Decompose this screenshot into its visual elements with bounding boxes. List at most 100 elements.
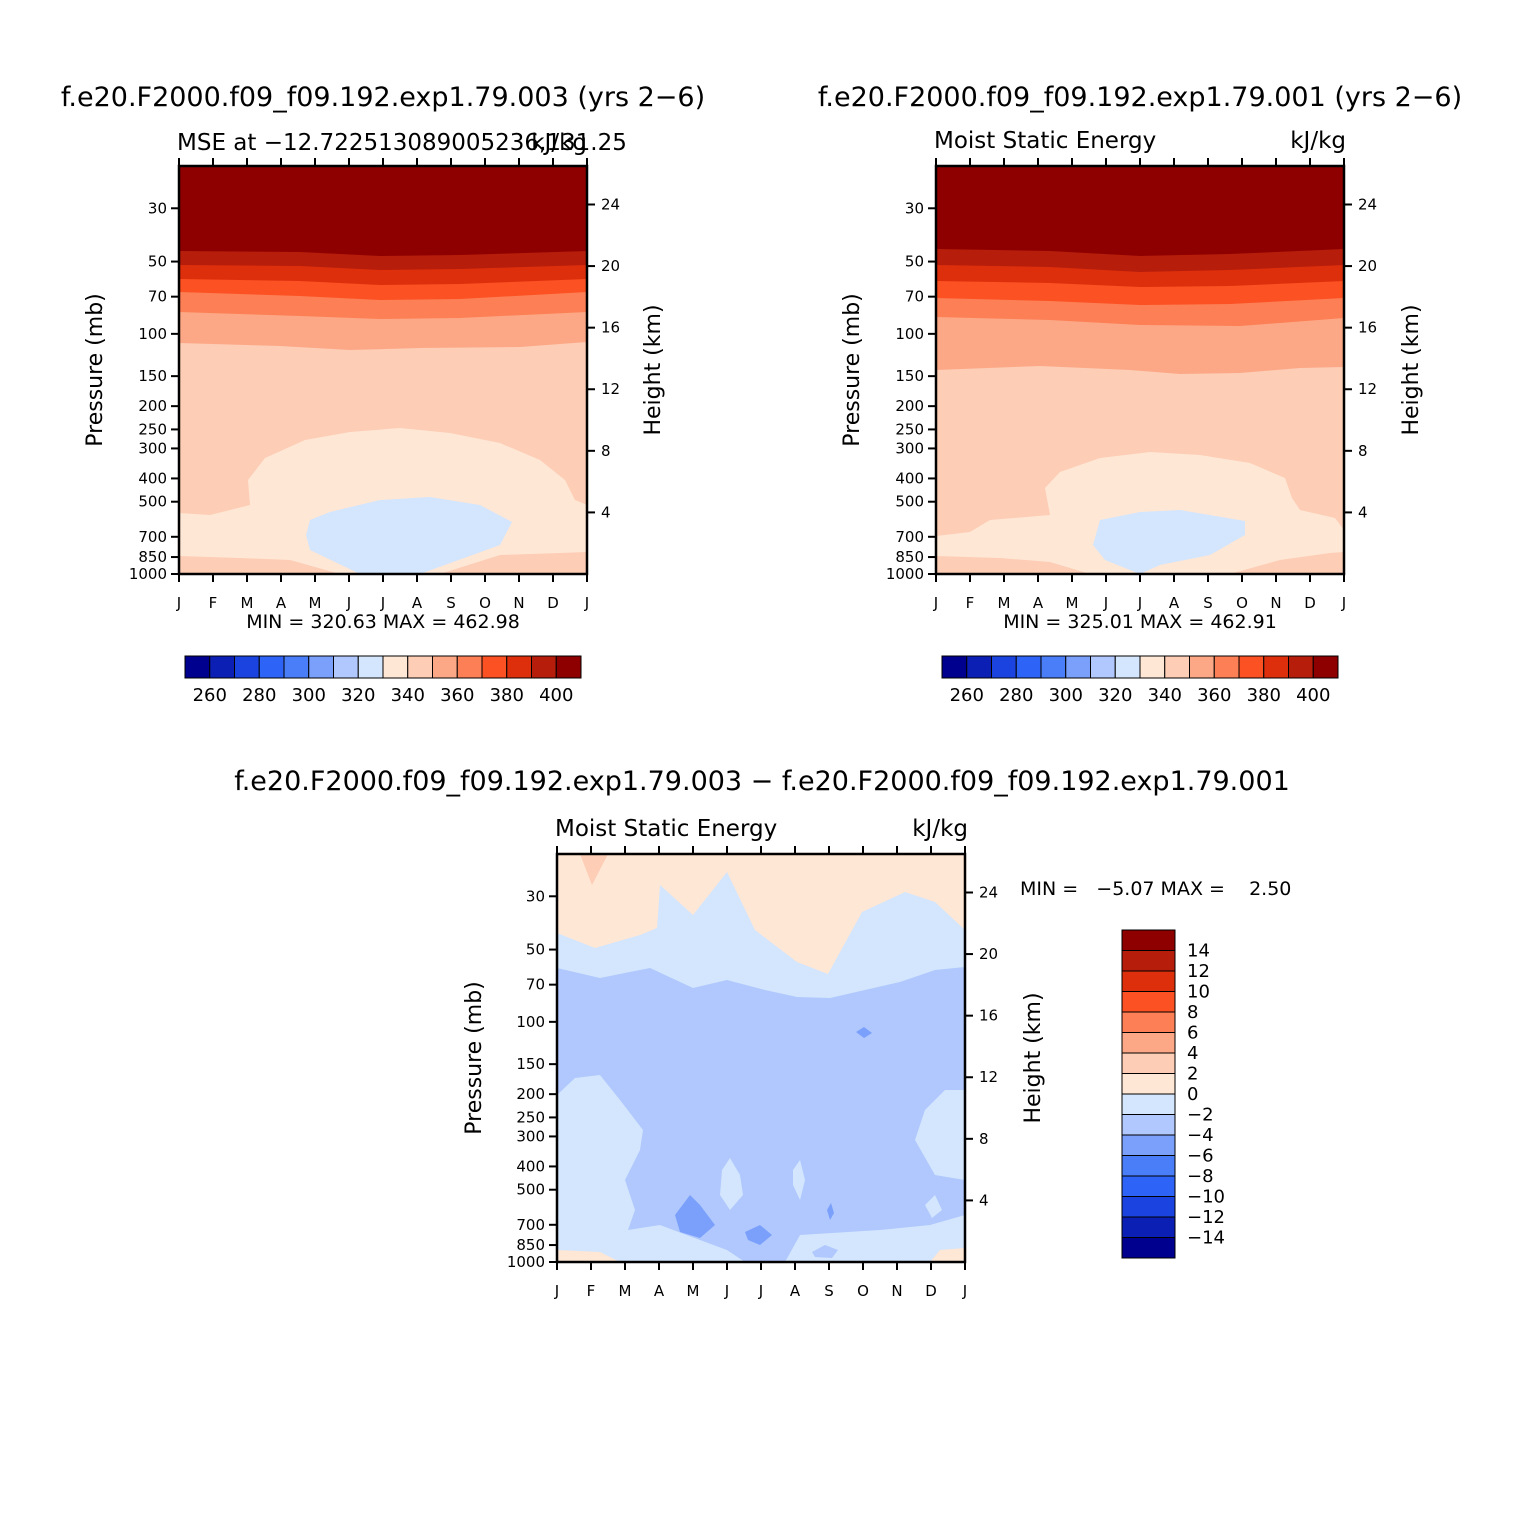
month-tick-label: M: [1066, 594, 1079, 612]
pressure-tick-label: 150: [516, 1055, 545, 1073]
height-tick-label: 20: [601, 257, 620, 275]
colorbar-label: 340: [1148, 685, 1182, 706]
colorbar-label: −14: [1187, 1228, 1225, 1249]
contour-band-neg-4-6-d: [827, 1203, 834, 1220]
colorbar-box: [1263, 655, 1289, 679]
pressure-tick-label: 300: [138, 439, 167, 457]
height-tick-label: 8: [601, 442, 611, 460]
colorbar-label: 2: [1187, 1064, 1198, 1085]
contour-band-neg-0-2-blob3: [925, 1195, 942, 1218]
height-tick-label: 20: [979, 945, 998, 963]
panel-3-subtitle: Moist Static Energy: [555, 816, 777, 842]
month-tick-label: A: [790, 1282, 801, 1300]
panel-1-colorbar: 260 280 300 320 340 360 380 400: [184, 655, 582, 706]
month-tick-label: S: [824, 1282, 834, 1300]
month-tick-label: N: [513, 594, 524, 612]
month-tick-label: F: [209, 594, 218, 612]
colorbar-box: [407, 655, 433, 679]
colorbar-box: [357, 655, 384, 679]
height-tick-label: 12: [601, 380, 620, 398]
colorbar-box: [506, 655, 532, 679]
colorbar-label: −6: [1187, 1146, 1214, 1167]
colorbar-label: 280: [999, 685, 1033, 706]
pressure-tick-label: 1000: [129, 565, 167, 583]
contour-band-345b: [440, 552, 587, 574]
month-tick-label: J: [758, 1282, 763, 1300]
colorbar-box: [1288, 655, 1314, 679]
panel-1: f.e20.F2000.f09_f09.192.exp1.79.003 (yrs…: [61, 82, 705, 706]
panel-3-minmax: MIN = −5.07 MAX = 2.50: [1020, 878, 1291, 900]
pressure-tick-label: 400: [516, 1157, 545, 1175]
pressure-tick-label: 700: [516, 1216, 545, 1234]
month-tick-label: A: [1033, 594, 1044, 612]
pressure-tick-label: 500: [516, 1181, 545, 1199]
month-tick-label: S: [1203, 594, 1213, 612]
colorbar-label: −12: [1187, 1207, 1225, 1228]
panel-2-subtitle: Moist Static Energy: [934, 128, 1156, 154]
panel-3-units: kJ/kg: [912, 816, 968, 842]
pressure-tick-label: 30: [526, 887, 545, 905]
panel-3-y2label: Height (km): [1021, 992, 1046, 1123]
height-tick-label: 20: [1358, 257, 1377, 275]
panel-3-contours: [557, 854, 965, 1262]
month-tick-label: O: [857, 1282, 869, 1300]
panel-3-ylabel: Pressure (mb): [462, 981, 487, 1135]
pressure-tick-label: 500: [138, 493, 167, 511]
colorbar-box: [1121, 1052, 1176, 1074]
colorbar-box: [1121, 1073, 1176, 1095]
panel-2-case-title: f.e20.F2000.f09_f09.192.exp1.79.001 (yrs…: [818, 82, 1462, 113]
colorbar-box: [1238, 655, 1265, 679]
colorbar-label: 380: [490, 685, 524, 706]
month-tick-label: D: [925, 1282, 937, 1300]
height-tick-label: 8: [979, 1130, 989, 1148]
panel-2-contours: [936, 166, 1344, 574]
month-tick-label: O: [479, 594, 491, 612]
colorbar-box: [1040, 655, 1067, 679]
colorbar-box: [1164, 655, 1190, 679]
colorbar-label: −2: [1187, 1105, 1214, 1126]
colorbar-label: 8: [1187, 1002, 1198, 1023]
colorbar-box: [1121, 1196, 1176, 1218]
panel-1-subtitle: MSE at −12.722513089005236,131.25: [177, 130, 627, 156]
height-tick-label: 8: [1358, 442, 1368, 460]
height-tick-label: 4: [1358, 503, 1368, 521]
pressure-tick-label: 250: [516, 1108, 545, 1126]
month-tick-label: J: [724, 1282, 729, 1300]
colorbar-box: [283, 655, 310, 679]
colorbar-label: 260: [193, 685, 227, 706]
colorbar-box: [1121, 929, 1176, 951]
month-tick-label: J: [380, 594, 385, 612]
month-tick-label: M: [998, 594, 1011, 612]
pressure-tick-label: 1000: [507, 1253, 545, 1271]
month-tick-label: J: [584, 594, 589, 612]
colorbar-box: [941, 655, 968, 679]
month-tick-label: A: [654, 1282, 665, 1300]
colorbar-box: [456, 655, 483, 679]
colorbar-label: 280: [242, 685, 276, 706]
colorbar-box: [258, 655, 285, 679]
pressure-tick-label: 70: [526, 976, 545, 994]
month-tick-label: J: [1341, 594, 1346, 612]
month-tick-label: J: [176, 594, 181, 612]
colorbar-label: 360: [1197, 685, 1231, 706]
colorbar-label: −8: [1187, 1166, 1214, 1187]
contour-band-neg-2-4: [557, 967, 965, 1262]
contour-band-neg-0-2-blob1: [720, 1158, 743, 1210]
height-tick-label: 24: [601, 195, 620, 213]
colorbar-box: [333, 655, 359, 679]
colorbar-label: 320: [341, 685, 375, 706]
colorbar-box: [432, 655, 458, 679]
pressure-tick-label: 1000: [886, 565, 924, 583]
colorbar-box: [1121, 1093, 1176, 1115]
colorbar-label: 340: [391, 685, 425, 706]
contour-band-neg-4-6-c: [856, 1027, 872, 1038]
colorbar-box: [481, 655, 508, 679]
pressure-tick-label: 100: [895, 325, 924, 343]
panel-1-minmax: MIN = 320.63 MAX = 462.98: [246, 611, 520, 633]
month-tick-label: D: [1304, 594, 1316, 612]
pressure-tick-label: 700: [895, 528, 924, 546]
month-tick-label: J: [554, 1282, 559, 1300]
colorbar-box: [991, 655, 1017, 679]
